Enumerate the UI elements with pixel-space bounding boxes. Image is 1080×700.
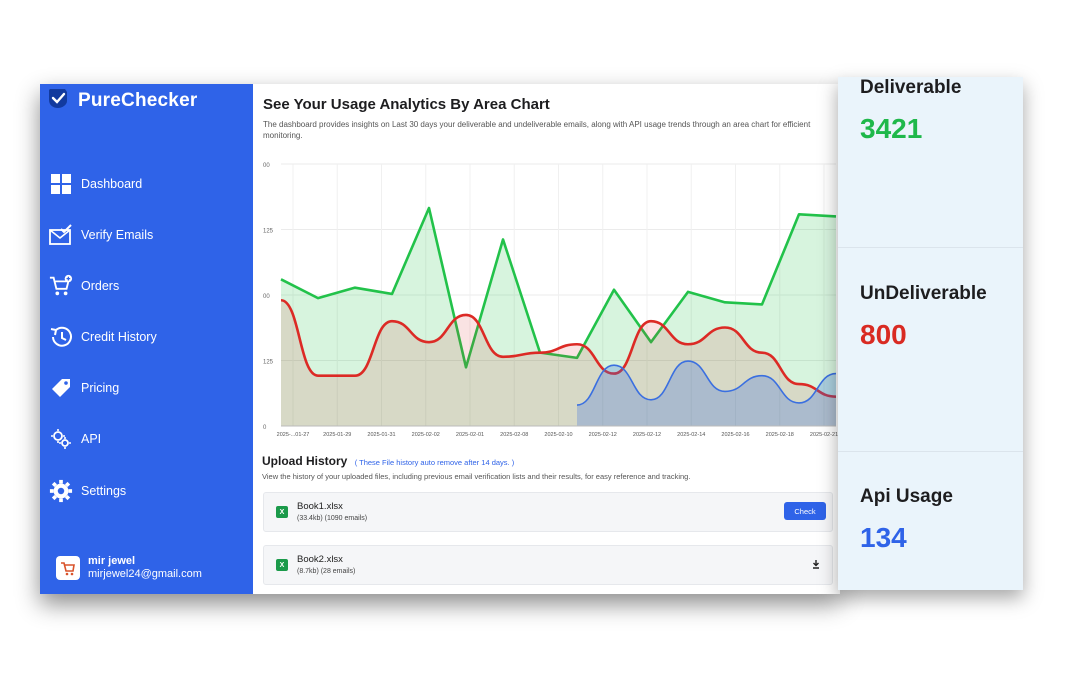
x-tick-label: 2025-01-31 bbox=[367, 432, 395, 438]
sidebar-item-label: Pricing bbox=[81, 381, 120, 395]
y-tick-label: 125 bbox=[263, 229, 274, 235]
file-meta: (8.7kb) (28 emails) bbox=[297, 568, 356, 575]
logo-icon bbox=[46, 86, 70, 115]
upload-history-note: ( These File history auto remove after 1… bbox=[354, 458, 515, 467]
sidebar-item-label: API bbox=[81, 432, 102, 446]
api-icon bbox=[49, 427, 73, 451]
y-tick-label: 0 bbox=[263, 425, 267, 431]
line-api bbox=[576, 360, 837, 406]
sidebar-item-verify-emails[interactable]: Verify Emails bbox=[49, 223, 153, 247]
area-undeliverable bbox=[281, 300, 836, 426]
x-tick-label: 2025-02-16 bbox=[721, 432, 749, 438]
file-row[interactable]: X Book1.xlsx (33.4kb) (1090 emails) Chec… bbox=[263, 492, 833, 532]
stat-value: 800 bbox=[860, 319, 907, 350]
upload-history-heading: Upload History bbox=[262, 454, 348, 468]
sidebar-item-pricing[interactable]: Pricing bbox=[49, 376, 119, 400]
y-tick-label: 00 bbox=[263, 294, 270, 300]
x-tick-label: 2025-02-02 bbox=[412, 432, 440, 438]
sidebar-item-dashboard[interactable]: Dashboard bbox=[49, 172, 142, 196]
sidebar-item-api[interactable]: API bbox=[49, 427, 101, 451]
x-tick-label: 2025-02-10 bbox=[544, 432, 572, 438]
sidebar-item-label: Dashboard bbox=[81, 177, 143, 191]
upload-history-description: View the history of your uploaded files,… bbox=[262, 472, 691, 481]
stats-panel: Deliverable 3421 UnDeliverable 800 Api U… bbox=[838, 77, 1023, 590]
stat-label: Deliverable bbox=[860, 77, 962, 98]
line-undeliverable bbox=[280, 298, 837, 398]
x-tick-label: 2025-01-29 bbox=[323, 432, 351, 438]
area-api bbox=[577, 361, 836, 426]
user-profile[interactable]: mir jewel mirjewel24@gmail.com bbox=[56, 555, 202, 581]
tag-icon bbox=[49, 376, 73, 400]
stat-api-usage: Api Usage 134 bbox=[860, 486, 953, 554]
sidebar-item-orders[interactable]: Orders bbox=[49, 274, 119, 298]
user-name: mir jewel bbox=[88, 555, 136, 567]
mail-check-icon bbox=[49, 223, 73, 247]
stat-undeliverable: UnDeliverable 800 bbox=[860, 283, 987, 351]
page-subtitle: The dashboard provides insights on Last … bbox=[263, 120, 811, 140]
grid-icon bbox=[49, 172, 73, 196]
brand-name: PureChecker bbox=[78, 89, 198, 111]
usage-area-chart: 00 125 00 125 0 2025-...01-27 2025-01-29 2025-0… bbox=[263, 163, 838, 438]
excel-file-icon: X bbox=[276, 506, 288, 518]
x-tick-label: 2025-02-08 bbox=[500, 432, 528, 438]
sidebar-item-label: Verify Emails bbox=[81, 228, 154, 242]
check-button[interactable]: Check bbox=[784, 502, 826, 520]
file-name: Book2.xlsx bbox=[297, 554, 343, 565]
divider bbox=[838, 247, 1023, 248]
sidebar-item-settings[interactable]: Settings bbox=[49, 479, 126, 503]
stat-label: Api Usage bbox=[860, 486, 953, 507]
file-row[interactable]: X Book2.xlsx (8.7kb) (28 emails) bbox=[263, 545, 833, 585]
line-deliverable bbox=[280, 206, 837, 369]
avatar bbox=[56, 556, 80, 580]
y-tick-label: 125 bbox=[263, 360, 274, 366]
page-title: See Your Usage Analytics By Area Chart bbox=[263, 96, 550, 113]
x-tick-label: 2025-02-12 bbox=[589, 432, 617, 438]
area-deliverable bbox=[281, 208, 836, 426]
x-tick-label: 2025-02-14 bbox=[677, 432, 705, 438]
y-tick-label: 00 bbox=[263, 163, 270, 169]
user-email: mirjewel24@gmail.com bbox=[88, 568, 202, 580]
file-name: Book1.xlsx bbox=[297, 501, 343, 512]
x-tick-label: 2025-02-01 bbox=[456, 432, 484, 438]
gear-icon bbox=[49, 479, 73, 503]
x-tick-label: 2025-02-12 bbox=[633, 432, 661, 438]
x-tick-label: 2025-02-21 bbox=[810, 432, 838, 438]
file-meta: (33.4kb) (1090 emails) bbox=[297, 515, 368, 522]
x-tick-label: 2025-...01-27 bbox=[277, 432, 310, 438]
divider bbox=[838, 451, 1023, 452]
stat-value: 3421 bbox=[860, 113, 923, 144]
main-content: See Your Usage Analytics By Area Chart T… bbox=[253, 84, 840, 594]
sidebar-item-label: Orders bbox=[81, 279, 120, 293]
sidebar: PureChecker Dashboard Verify Emails Orde… bbox=[40, 84, 253, 594]
sidebar-item-label: Credit History bbox=[81, 330, 157, 344]
stat-value: 134 bbox=[860, 522, 907, 553]
stat-label: UnDeliverable bbox=[860, 283, 987, 304]
brand[interactable]: PureChecker bbox=[46, 86, 197, 115]
upload-history-title: Upload History ( These File history auto… bbox=[262, 454, 514, 468]
cart-icon bbox=[49, 274, 73, 298]
sidebar-item-label: Settings bbox=[81, 484, 127, 498]
excel-file-icon: X bbox=[276, 559, 288, 571]
x-tick-label: 2025-02-18 bbox=[766, 432, 794, 438]
dashboard-window: PureChecker Dashboard Verify Emails Orde… bbox=[40, 84, 840, 594]
history-icon bbox=[49, 325, 73, 349]
stat-deliverable: Deliverable 3421 bbox=[860, 77, 961, 145]
download-icon[interactable] bbox=[808, 556, 824, 572]
sidebar-item-credit-history[interactable]: Credit History bbox=[49, 325, 157, 349]
